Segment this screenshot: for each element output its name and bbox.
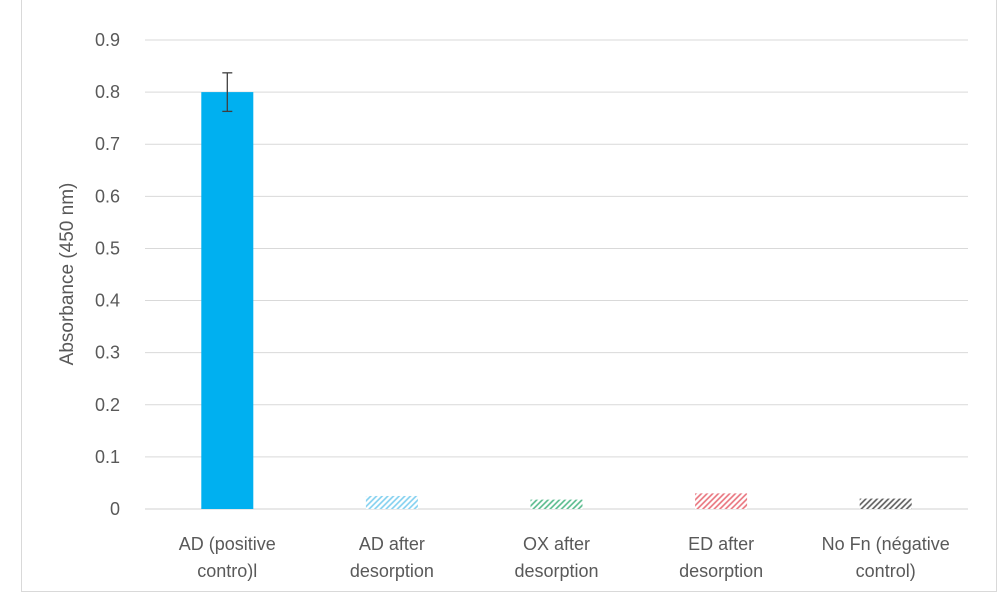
bar (859, 498, 912, 509)
y-tick-label: 0.4 (95, 291, 120, 311)
y-tick-label: 0.3 (95, 343, 120, 363)
y-tick-label: 0.8 (95, 82, 120, 102)
y-axis-title: Absorbance (450 nm) (57, 183, 78, 366)
bar (365, 495, 418, 509)
bar (695, 493, 748, 509)
y-tick-label: 0.6 (95, 186, 120, 206)
bar (201, 92, 254, 509)
y-tick-label: 0.2 (95, 395, 120, 415)
x-tick-label: AD after desorption (350, 534, 434, 581)
y-tick-label: 0.7 (95, 134, 120, 154)
y-tick-label: 0 (110, 499, 120, 519)
x-tick-label: AD (positive contro)l (179, 534, 276, 581)
x-tick-label: ED after desorption (679, 534, 763, 581)
error-bar (222, 72, 233, 113)
bar (530, 499, 583, 509)
y-tick-label: 0.9 (95, 30, 120, 50)
y-tick-label: 0.1 (95, 447, 120, 467)
y-tick-label: 0.5 (95, 238, 120, 258)
chart-frame (21, 0, 997, 592)
x-tick-label: No Fn (négative control) (822, 534, 950, 581)
x-tick-label: OX after desorption (514, 534, 598, 581)
